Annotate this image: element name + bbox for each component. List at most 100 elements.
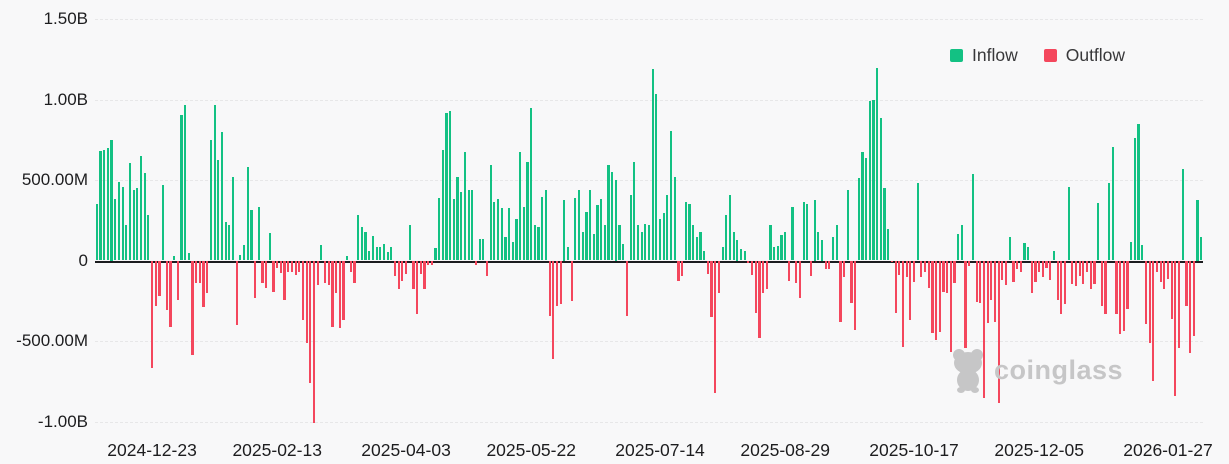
bar[interactable]: [1181, 169, 1184, 261]
bar[interactable]: [408, 225, 411, 261]
bar[interactable]: [1041, 260, 1044, 277]
bar[interactable]: [890, 260, 894, 262]
bar[interactable]: [346, 255, 349, 261]
bar[interactable]: [920, 260, 923, 277]
bar[interactable]: [946, 260, 949, 294]
bar[interactable]: [854, 260, 857, 330]
bar[interactable]: [706, 260, 709, 275]
bar[interactable]: [1045, 260, 1048, 269]
bar[interactable]: [1096, 202, 1100, 261]
bar[interactable]: [923, 260, 927, 272]
bar[interactable]: [839, 260, 842, 322]
bar[interactable]: [953, 260, 956, 284]
bar[interactable]: [1104, 260, 1107, 315]
bar[interactable]: [857, 178, 860, 261]
bar[interactable]: [647, 225, 651, 261]
bar[interactable]: [780, 235, 783, 261]
bar[interactable]: [390, 247, 393, 261]
bar[interactable]: [309, 260, 312, 384]
bar[interactable]: [143, 173, 146, 261]
bar[interactable]: [1196, 200, 1199, 261]
bar[interactable]: [1085, 260, 1089, 273]
bar[interactable]: [427, 260, 430, 266]
bar[interactable]: [541, 196, 544, 261]
bar[interactable]: [548, 260, 551, 316]
bar[interactable]: [103, 149, 106, 261]
bar[interactable]: [935, 260, 938, 341]
bar[interactable]: [173, 255, 176, 261]
bar[interactable]: [1089, 260, 1092, 289]
bar[interactable]: [912, 260, 916, 282]
bar[interactable]: [235, 260, 238, 325]
bar[interactable]: [1100, 260, 1103, 306]
bar[interactable]: [375, 247, 378, 261]
bar[interactable]: [360, 227, 363, 261]
bar[interactable]: [559, 260, 562, 305]
bar[interactable]: [456, 176, 459, 261]
bar[interactable]: [449, 111, 452, 261]
bar[interactable]: [982, 260, 986, 399]
bar[interactable]: [327, 260, 330, 285]
bar[interactable]: [669, 131, 673, 261]
bar[interactable]: [1144, 260, 1148, 325]
bar[interactable]: [1115, 260, 1118, 315]
bar[interactable]: [957, 233, 960, 261]
bar[interactable]: [1126, 260, 1129, 310]
bar[interactable]: [504, 236, 507, 261]
bar[interactable]: [673, 176, 676, 261]
bar[interactable]: [688, 203, 691, 261]
bar[interactable]: [699, 232, 702, 261]
bar[interactable]: [139, 156, 143, 261]
bar[interactable]: [773, 247, 776, 261]
bar[interactable]: [128, 163, 132, 261]
bar[interactable]: [1163, 260, 1166, 289]
bar[interactable]: [566, 247, 570, 261]
bar[interactable]: [220, 131, 224, 261]
bar[interactable]: [736, 240, 739, 261]
bar[interactable]: [1016, 260, 1019, 269]
bar[interactable]: [544, 190, 548, 261]
bar[interactable]: [938, 260, 941, 332]
bar[interactable]: [618, 225, 621, 261]
bar[interactable]: [964, 260, 967, 349]
bar[interactable]: [614, 180, 617, 261]
bar[interactable]: [876, 67, 879, 261]
bar[interactable]: [574, 197, 577, 261]
bar[interactable]: [106, 148, 109, 261]
bar[interactable]: [217, 160, 220, 261]
bar[interactable]: [125, 225, 128, 261]
bar[interactable]: [589, 190, 592, 261]
bar[interactable]: [846, 190, 849, 261]
bar[interactable]: [430, 260, 433, 266]
bar[interactable]: [831, 236, 835, 261]
bar[interactable]: [301, 260, 305, 321]
bar[interactable]: [342, 260, 345, 321]
bar[interactable]: [335, 260, 338, 294]
bar[interactable]: [843, 260, 846, 277]
bar[interactable]: [865, 158, 868, 261]
bar[interactable]: [1137, 123, 1140, 261]
bar[interactable]: [471, 190, 474, 261]
bar[interactable]: [438, 197, 441, 261]
bar[interactable]: [828, 260, 831, 270]
bar[interactable]: [1093, 260, 1096, 284]
bar[interactable]: [242, 245, 246, 261]
bar[interactable]: [791, 206, 794, 261]
bar[interactable]: [371, 236, 374, 261]
bar[interactable]: [95, 203, 98, 261]
bar[interactable]: [1082, 260, 1085, 284]
bar[interactable]: [942, 260, 945, 292]
bar[interactable]: [298, 260, 301, 272]
bar[interactable]: [1111, 146, 1114, 261]
bar[interactable]: [1177, 260, 1181, 348]
bar[interactable]: [312, 260, 316, 424]
bar[interactable]: [500, 207, 503, 261]
bar[interactable]: [887, 228, 890, 261]
bar[interactable]: [717, 260, 721, 294]
bar[interactable]: [1119, 260, 1122, 335]
bar[interactable]: [655, 93, 658, 261]
bar[interactable]: [323, 260, 327, 284]
bar[interactable]: [231, 176, 235, 261]
bar[interactable]: [445, 112, 448, 261]
legend-item-inflow[interactable]: Inflow: [950, 45, 1018, 66]
